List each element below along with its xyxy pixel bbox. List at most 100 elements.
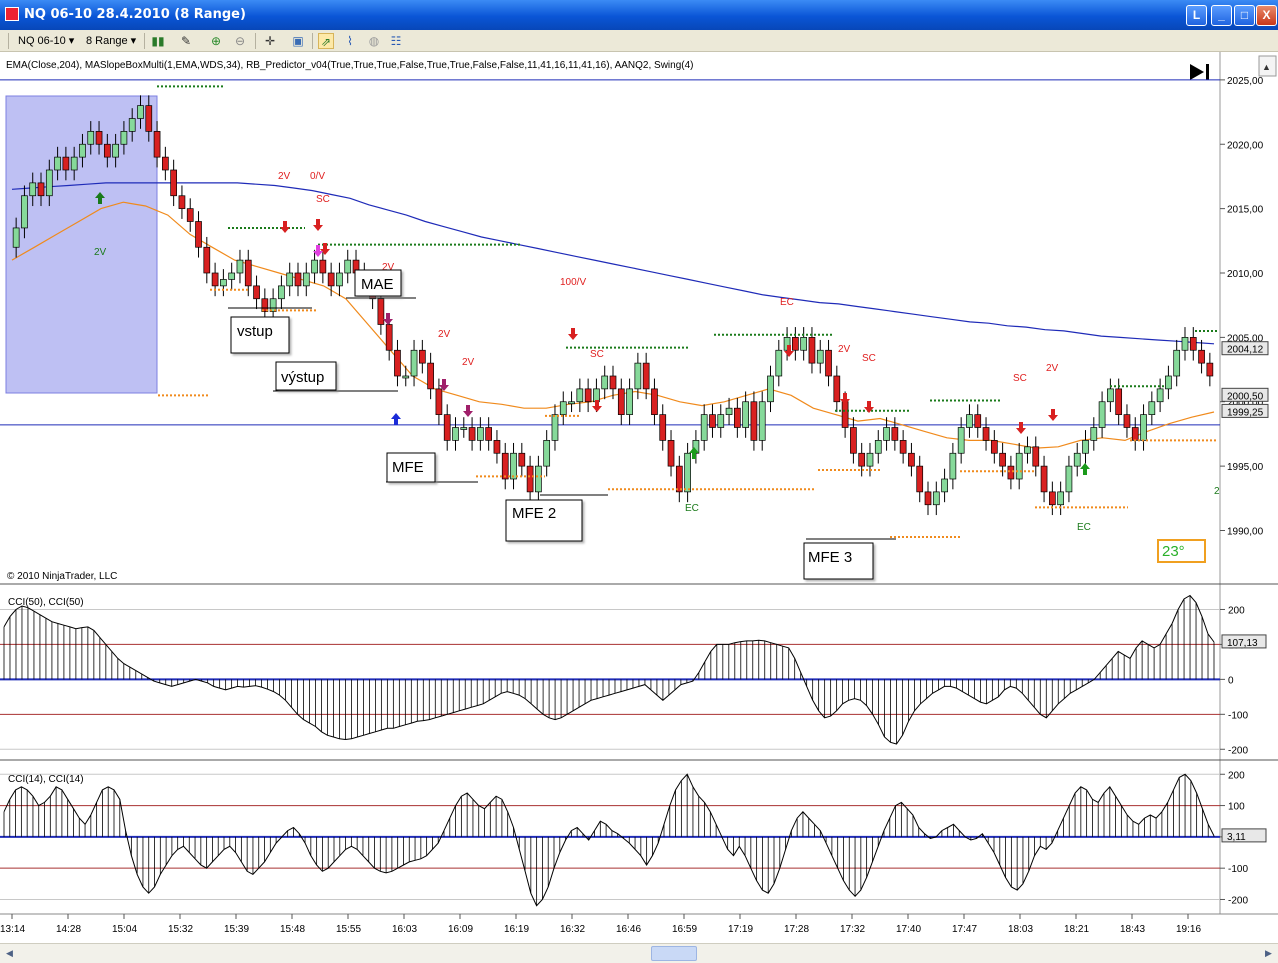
scroll-right-button[interactable] bbox=[1258, 55, 1277, 77]
annotation-mfe: MFE bbox=[386, 452, 478, 483]
cci-value-marker bbox=[1221, 634, 1267, 649]
time-tick-label: 15:32 bbox=[168, 924, 193, 935]
candle-body bbox=[725, 407, 733, 415]
candle-body bbox=[874, 440, 882, 454]
arrow-down-icon bbox=[280, 221, 290, 233]
time-tick-label: 16:03 bbox=[392, 924, 417, 935]
toolbar-separator bbox=[255, 33, 256, 49]
candle-body bbox=[841, 401, 849, 428]
jump-to-end-icon[interactable] bbox=[1190, 64, 1209, 80]
instrument-label: NQ 06-10 bbox=[18, 35, 66, 47]
zoom-in-icon[interactable]: ⊕ bbox=[210, 34, 222, 48]
candle-body bbox=[908, 452, 915, 467]
candle-body bbox=[45, 169, 53, 197]
annotation-vystup: výstup bbox=[273, 361, 398, 392]
candle-body bbox=[427, 362, 434, 390]
svg-text:výstup: výstup bbox=[281, 369, 324, 386]
candle-body bbox=[684, 452, 691, 493]
swing-lines bbox=[157, 85, 1218, 538]
instrument-selector[interactable]: NQ 06-10 ▾ bbox=[18, 33, 74, 49]
bar-type-icon[interactable]: ▮▮ bbox=[151, 34, 165, 48]
price-tick-label: 2015,00 bbox=[1227, 205, 1264, 216]
candle-body bbox=[443, 414, 451, 441]
candle-body bbox=[477, 427, 484, 441]
arrow-down-icon bbox=[320, 243, 330, 255]
horizontal-scrollbar[interactable]: ◀ ▶ bbox=[0, 943, 1278, 963]
candle-body bbox=[468, 427, 476, 441]
annotation-mae: MAE bbox=[346, 269, 416, 299]
candle-body bbox=[899, 440, 907, 454]
cci14-title: CCI(14), CCI(14) bbox=[8, 774, 84, 785]
candle-body bbox=[858, 452, 866, 467]
copyright-label: © 2010 NinjaTrader, LLC bbox=[7, 571, 117, 582]
interval-selector[interactable]: 8 Range ▾ bbox=[86, 33, 136, 49]
candle-body bbox=[435, 388, 443, 415]
maximize-button[interactable]: □ bbox=[1234, 5, 1255, 26]
candle-body bbox=[833, 375, 841, 403]
candle-body bbox=[228, 272, 236, 280]
time-tick-label: 15:55 bbox=[336, 924, 361, 935]
candle-body bbox=[883, 427, 890, 441]
arrow-down-icon bbox=[784, 345, 794, 357]
signal-label: 2V bbox=[94, 247, 107, 258]
properties-icon[interactable]: ▣ bbox=[292, 34, 304, 48]
scroll-left-icon[interactable]: ◀ bbox=[6, 948, 13, 958]
signal-label: 100/V bbox=[560, 277, 586, 288]
candle-body bbox=[999, 452, 1006, 467]
candle-body bbox=[1181, 337, 1189, 351]
crosshair-icon[interactable]: ✛ bbox=[264, 34, 276, 48]
data-box-icon[interactable]: ☷ bbox=[390, 34, 402, 48]
chart-toolbar: NQ 06-10 ▾ 8 Range ▾ ▮▮ ✎ ⊕ ⊖ ✛ ▣ ⇗ ⌇ ◍ … bbox=[0, 30, 1278, 52]
close-button[interactable]: X bbox=[1256, 5, 1277, 26]
candle-body bbox=[949, 452, 957, 480]
chevron-up-icon: ▲ bbox=[1262, 62, 1271, 72]
candle-body bbox=[62, 156, 70, 171]
indicators-icon[interactable]: ⌇ bbox=[347, 34, 353, 48]
candle-body bbox=[286, 272, 294, 287]
candle-body bbox=[236, 259, 244, 274]
time-tick-label: 19:16 bbox=[1176, 924, 1201, 935]
signal-label: SC bbox=[1013, 373, 1027, 384]
signal-label: EC bbox=[780, 297, 794, 308]
candle-body bbox=[1082, 440, 1089, 454]
globe-icon[interactable]: ◍ bbox=[368, 34, 380, 48]
candle-body bbox=[311, 259, 318, 274]
cci-tick-label: -100 bbox=[1228, 710, 1248, 721]
slope-angle-box: 23° bbox=[1157, 539, 1206, 563]
arrow-down-icon bbox=[313, 219, 323, 231]
svg-text:MAE: MAE bbox=[361, 276, 394, 293]
scrollbar-thumb[interactable] bbox=[651, 946, 697, 961]
strategy-icon[interactable]: ⇗ bbox=[318, 33, 334, 49]
arrow-up-icon bbox=[689, 447, 699, 459]
candle-body bbox=[825, 349, 832, 377]
pencil-icon[interactable]: ✎ bbox=[180, 34, 192, 48]
candle-body bbox=[1206, 362, 1214, 377]
scroll-right-icon[interactable]: ▶ bbox=[1265, 948, 1272, 958]
candle-body bbox=[526, 465, 534, 493]
candle-body bbox=[211, 272, 219, 287]
candle-body bbox=[767, 375, 774, 403]
signal-label: SC bbox=[316, 194, 330, 205]
candle-body bbox=[667, 440, 675, 467]
candle-body bbox=[95, 131, 103, 145]
arrow-down-icon bbox=[1048, 409, 1058, 421]
candle-body bbox=[394, 349, 401, 377]
chart-canvas[interactable]: EMA(Close,204), MASlopeBoxMulti(1,EMA,WD… bbox=[0, 52, 1278, 948]
link-button[interactable]: L bbox=[1186, 5, 1207, 26]
time-tick-label: 16:19 bbox=[504, 924, 529, 935]
time-tick-label: 17:28 bbox=[784, 924, 809, 935]
price-gridlines bbox=[0, 79, 1220, 426]
minimize-button[interactable]: _ bbox=[1211, 5, 1232, 26]
candle-body bbox=[327, 272, 335, 287]
candle-body bbox=[37, 182, 45, 197]
price-tick-label: 1995,00 bbox=[1227, 462, 1264, 473]
candle-body bbox=[1148, 401, 1156, 415]
cci-tick-label: 200 bbox=[1228, 770, 1245, 781]
candle-body bbox=[87, 131, 95, 145]
candle-body bbox=[253, 285, 260, 300]
price-tick-label: 1990,00 bbox=[1227, 527, 1264, 538]
zoom-out-icon[interactable]: ⊖ bbox=[234, 34, 246, 48]
cci-tick-label: -200 bbox=[1228, 895, 1248, 906]
candle-body bbox=[816, 349, 824, 364]
